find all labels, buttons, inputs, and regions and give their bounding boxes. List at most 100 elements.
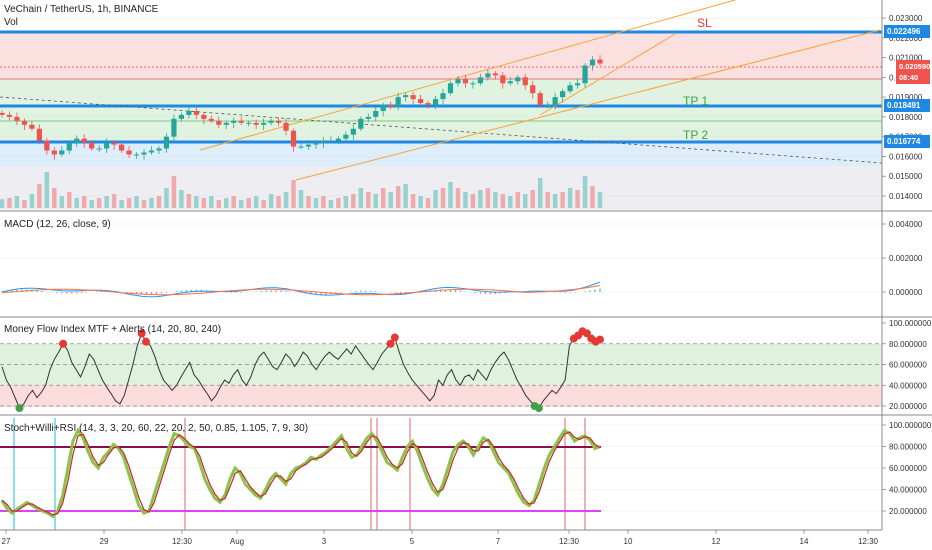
candles	[0, 55, 603, 160]
volume-bar	[537, 178, 543, 208]
tp1-label: TP 1	[683, 94, 708, 108]
stoch-d-line	[1, 431, 601, 516]
stoch-pane[interactable]: Stoch+Willi+RSI (14, 3, 3, 20, 60, 22, 2…	[0, 418, 882, 530]
volume-bar	[545, 192, 550, 208]
candle-body	[118, 144, 125, 151]
time-tick-label: 12	[712, 537, 721, 546]
volume-bar	[500, 194, 506, 208]
candle-body	[365, 116, 371, 119]
price-pane[interactable]: SL TP 1 TP 2 VeChain / TetherUS, 1h, BIN…	[0, 0, 883, 210]
mfi-overbought-dot	[386, 339, 395, 348]
mfi-overbought-dot	[596, 335, 604, 344]
candle-body	[193, 110, 199, 115]
price-tick-label: 0.014000	[889, 192, 923, 201]
mfi-tick-label: 40.000000	[889, 381, 927, 390]
candle-body	[305, 144, 312, 147]
volume-bar	[440, 188, 446, 208]
candle-body	[104, 142, 110, 149]
candle-body	[163, 136, 170, 149]
mfi-oversold-zone	[0, 385, 882, 407]
volume-bar	[321, 196, 326, 208]
candle-body	[462, 79, 469, 84]
candle-body	[417, 99, 424, 104]
candle-body	[141, 152, 147, 155]
candle-body	[44, 140, 50, 151]
candle-body	[373, 110, 379, 117]
volume-bar	[530, 190, 535, 208]
time-tick-label: 27	[2, 537, 11, 546]
volume-bar	[141, 200, 147, 208]
macd-tick-label: 0.000000	[889, 288, 923, 297]
volume-bar	[96, 198, 102, 208]
candle-body	[574, 83, 581, 86]
volume-bar	[171, 176, 177, 208]
mfi-overbought-dot	[59, 339, 68, 348]
price-tick-label: 0.023000	[889, 14, 923, 23]
time-tick-label: 12:30	[858, 537, 879, 546]
candle-body	[410, 95, 416, 100]
candle-body	[21, 120, 28, 125]
volume-bar	[74, 198, 79, 208]
price-axis[interactable]: 0.0230000.0220000.0210000.0200000.019000…	[882, 14, 932, 516]
candle-body	[343, 134, 349, 139]
volume-bar	[179, 190, 184, 208]
volume-bar	[358, 188, 364, 208]
volume-bar	[276, 196, 281, 208]
macd-pane[interactable]: MACD (12, 26, close, 9)	[0, 219, 882, 298]
volume-bar	[433, 190, 438, 208]
candle-body	[500, 75, 506, 84]
mfi-overbought-dot	[137, 329, 146, 338]
chart-title: VeChain / TetherUS, 1h, BINANCE	[4, 4, 159, 15]
candle-body	[238, 120, 244, 123]
channel-lower-line	[295, 29, 881, 181]
candle-body	[350, 128, 356, 135]
candle-body	[403, 95, 409, 98]
macd-title: MACD (12, 26, close, 9)	[4, 219, 111, 230]
candle-body	[395, 97, 401, 107]
volume-bar	[395, 186, 401, 208]
candle-body	[126, 150, 132, 155]
candle-body	[96, 148, 102, 150]
volume-bar	[224, 198, 229, 208]
volume-bar	[44, 172, 50, 208]
mfi-pane[interactable]: Money Flow Index MTF + Alerts (14, 20, 8…	[0, 324, 882, 413]
candle-body	[485, 73, 491, 78]
candle-body	[552, 97, 558, 106]
volume-bar	[351, 194, 356, 208]
candle-body	[537, 93, 543, 106]
volume-bar	[313, 198, 319, 208]
volume-bar	[388, 192, 393, 208]
svg-text:0.022496: 0.022496	[887, 27, 921, 36]
volume-bar	[29, 194, 35, 208]
stoch-tick-label: 20.000000	[889, 507, 927, 516]
candle-body	[275, 120, 282, 123]
time-tick-label: Aug	[230, 537, 244, 546]
volume-bar	[268, 194, 274, 208]
candle-body	[477, 77, 484, 84]
volume-bar	[253, 196, 259, 208]
stoch-tick-label: 40.000000	[889, 486, 927, 495]
candle-body	[320, 140, 327, 143]
volume-bar	[126, 198, 132, 208]
time-tick-label: 29	[100, 537, 109, 546]
price-tick-label: 0.019000	[889, 93, 923, 102]
candle-body	[156, 148, 162, 151]
candle-body	[171, 118, 177, 137]
candle-body	[6, 114, 13, 117]
candle-body	[507, 81, 513, 84]
candle-body	[14, 116, 20, 121]
volume-bar	[590, 186, 595, 208]
volume-bar	[552, 194, 558, 208]
mfi-tick-label: 60.000000	[889, 361, 927, 370]
candle-body	[380, 105, 386, 111]
volume-bar	[186, 194, 192, 208]
time-axis[interactable]: 27 29 12:30 Aug 3 5 7 12:30 10 12 14 12:30	[2, 530, 879, 546]
volume-bar	[403, 184, 408, 208]
volume-bar	[508, 196, 513, 208]
macd-tick-label: 0.004000	[889, 220, 923, 229]
volume-bar	[134, 196, 139, 208]
volume-bar	[410, 194, 416, 208]
candle-body	[36, 128, 42, 141]
volume-bar	[156, 196, 162, 208]
candle-body	[74, 138, 80, 143]
